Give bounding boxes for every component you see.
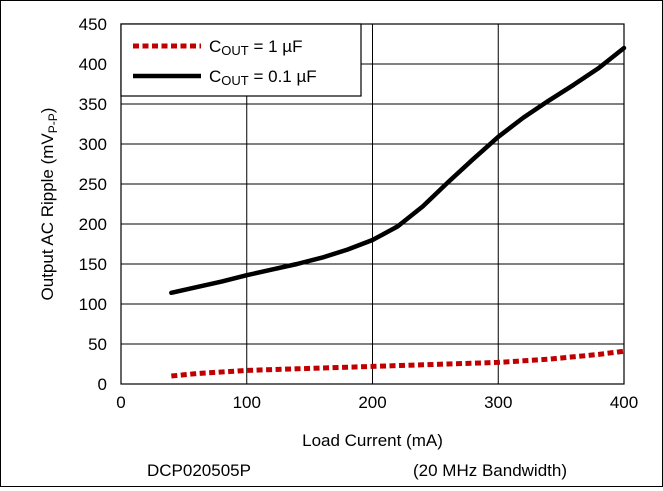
y-tick-label: 400 [79, 55, 107, 74]
y-axis-label-main: Output AC Ripple (mV [38, 133, 57, 301]
series-lines [171, 48, 624, 376]
x-tick-label: 0 [116, 393, 125, 412]
y-tick-label: 250 [79, 175, 107, 194]
y-tick-label: 50 [88, 335, 107, 354]
y-axis-label-close: ) [38, 108, 57, 114]
series-line-1 [171, 351, 624, 376]
y-tick-label: 450 [79, 15, 107, 34]
x-tick-label: 400 [610, 393, 638, 412]
x-tick-label: 100 [233, 393, 261, 412]
y-tick-label: 100 [79, 295, 107, 314]
y-axis-label: Output AC Ripple (mVP-P) [38, 108, 60, 301]
footer-right: (20 MHz Bandwidth) [413, 461, 567, 480]
y-tick-label: 150 [79, 255, 107, 274]
y-tick-label: 200 [79, 215, 107, 234]
y-tick-label: 300 [79, 135, 107, 154]
x-tick-label: 300 [484, 393, 512, 412]
y-axis-label-sub: P-P [46, 113, 60, 133]
y-tick-label: 0 [98, 375, 107, 394]
x-axis-label: Load Current (mA) [302, 431, 443, 450]
footer-left: DCP020505P [147, 461, 251, 480]
y-tick-label: 350 [79, 95, 107, 114]
x-tick-label: 200 [358, 393, 386, 412]
